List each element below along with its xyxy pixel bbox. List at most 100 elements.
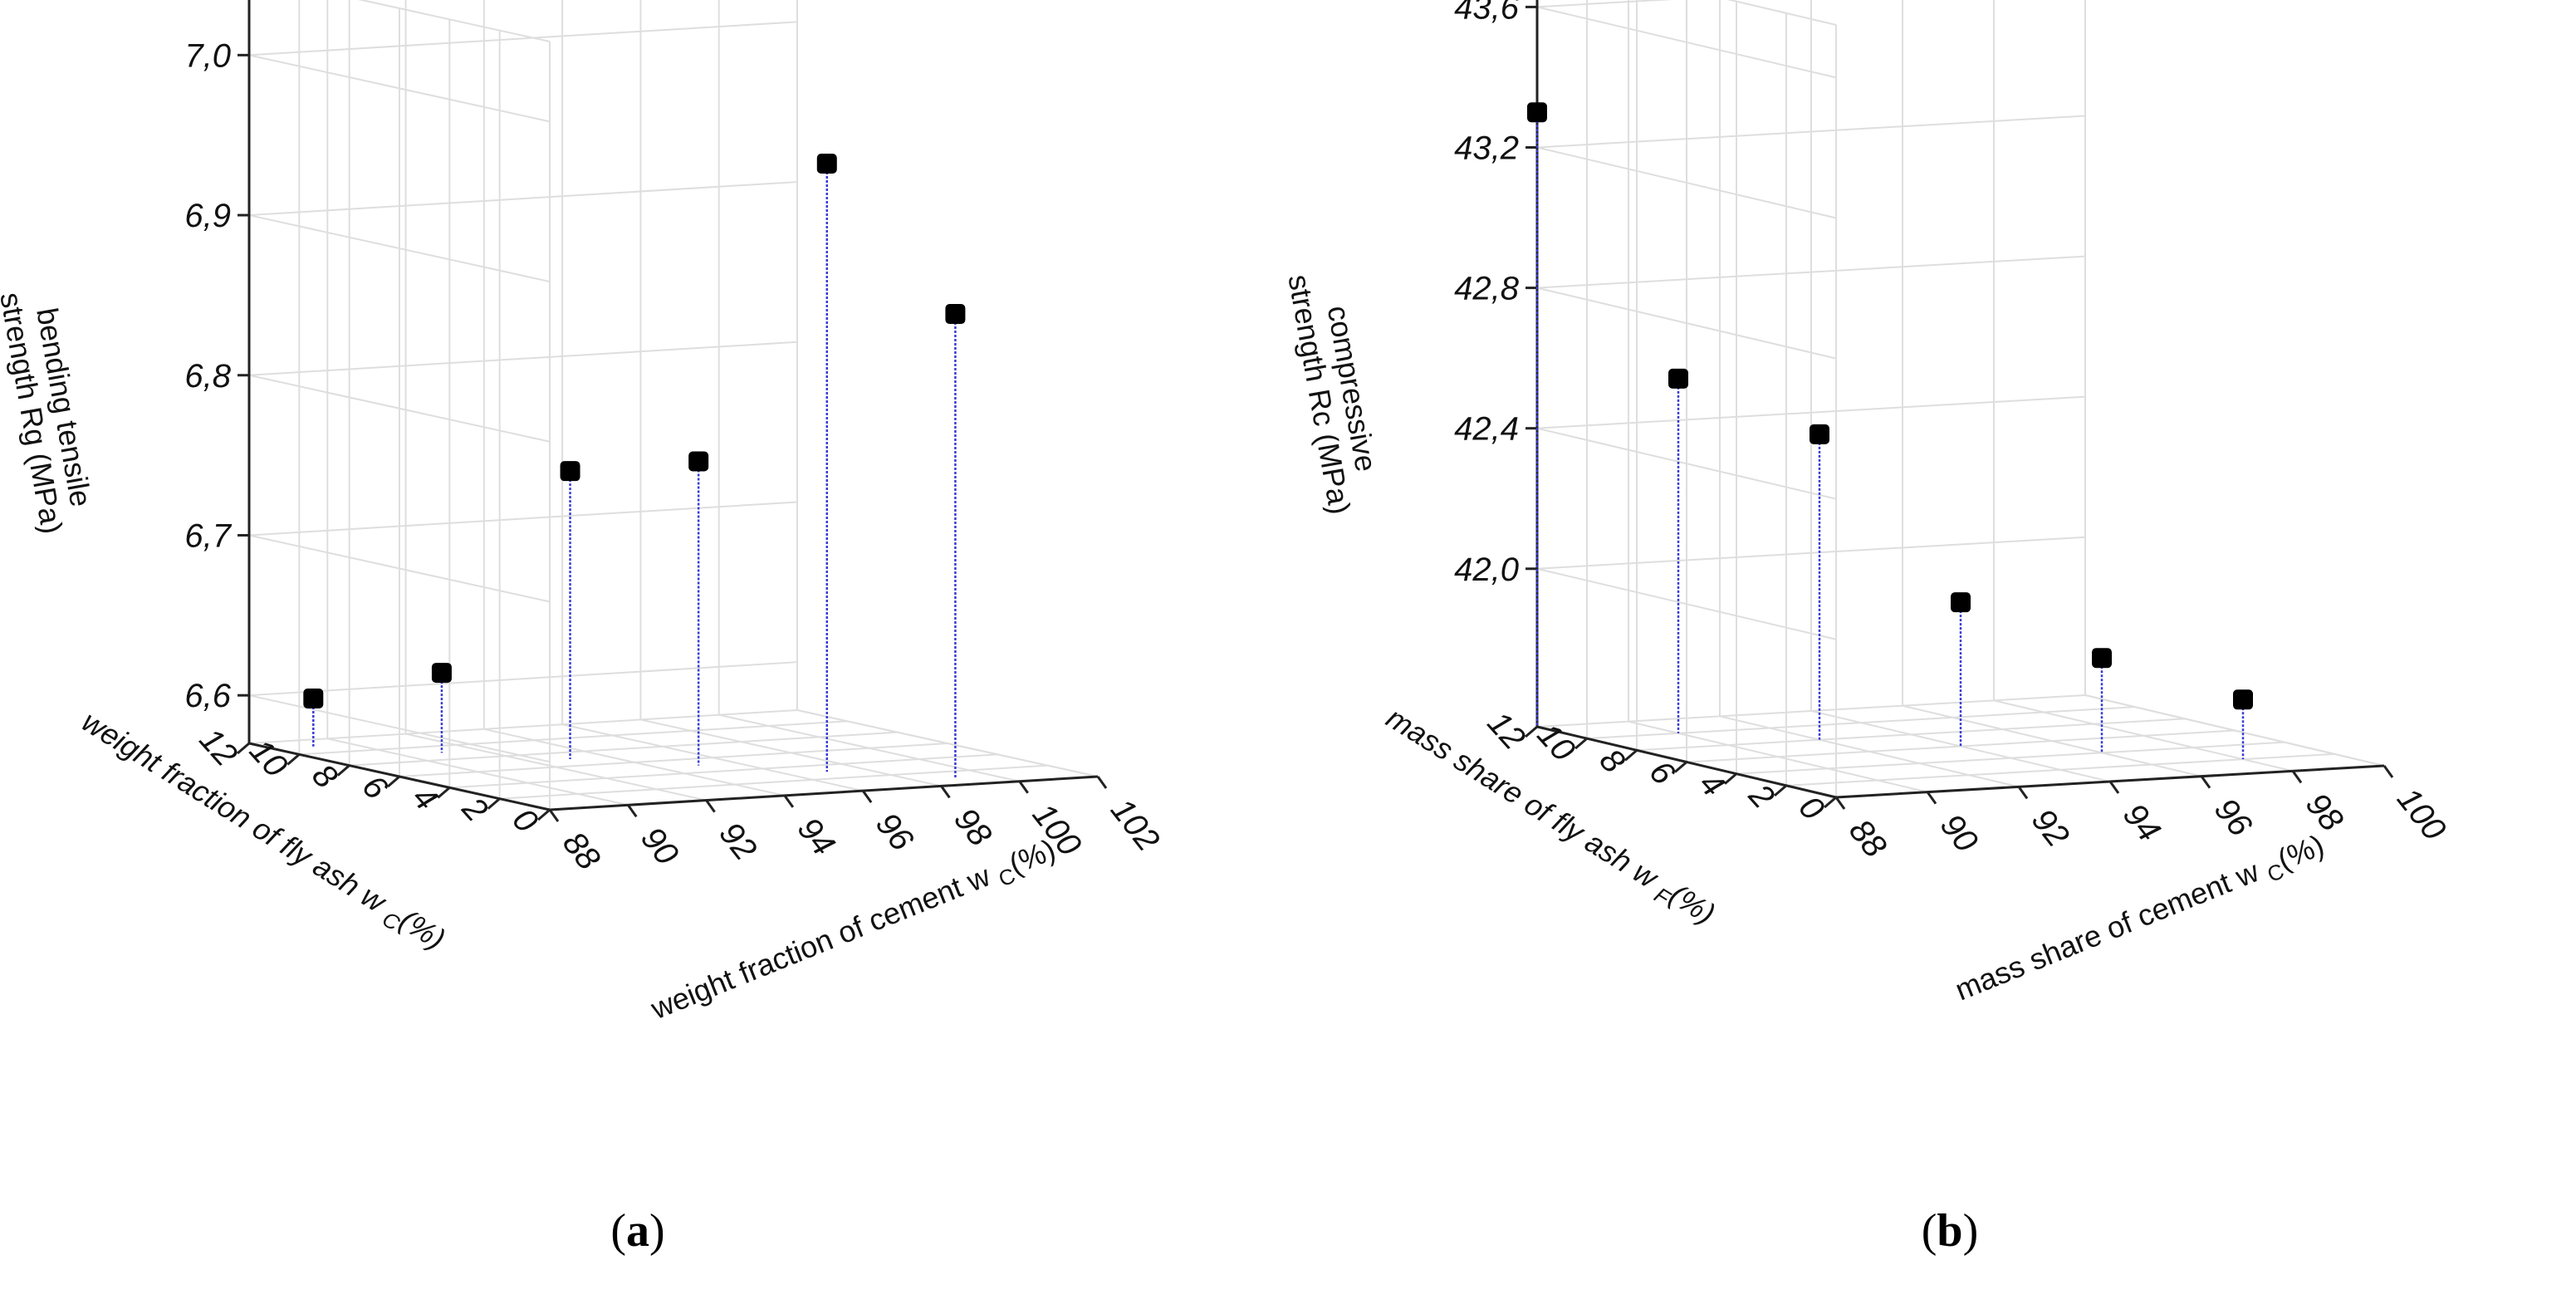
chart-b-gridline-y-3	[1686, 0, 2236, 763]
chart-a-data-point-1	[431, 663, 452, 684]
chart-b-x-tick-label-3: 94	[2116, 797, 2167, 848]
chart-a-data-point-5	[945, 304, 966, 325]
chart-b-x-axis-title-main: mass share of cement w	[1950, 850, 2270, 1007]
chart-b-gridline-x-4	[1902, 0, 2202, 777]
chart-a-data-point-4	[816, 153, 837, 174]
chart-b-y-tick-5	[1574, 738, 1588, 750]
chart-a-x-tick-label-3: 94	[791, 811, 842, 862]
chart-a-x-axis-title: weight fraction of cement w C(%)	[645, 832, 1062, 1031]
chart-a-z-tick-label-2: 6,8	[184, 358, 231, 395]
chart-a-x-tick-3	[783, 794, 795, 808]
chart-a-y-tick-6	[237, 742, 250, 755]
chart-a-x-tick-1	[627, 804, 638, 818]
chart-b-gridline-x-5	[1993, 0, 2294, 772]
chart-a-x-tick-0	[548, 809, 560, 822]
chart-b-gridline-x-2	[1719, 0, 2020, 788]
chart-a-x-tick-label-5: 98	[947, 801, 999, 854]
chart-b-z-tick-label-1: 42,4	[1454, 411, 1519, 448]
chart-a-z-tick-label-1: 6,7	[184, 517, 232, 554]
chart-a-y-tick-label-6: 12	[193, 722, 244, 774]
chart-b-x-tick-3	[2108, 781, 2120, 794]
chart-panel-b: 88 90 92 94 96 98 100 0 2 4 6 8 10 12 42,0 42,4 42,8 43,2…	[1281, 0, 2576, 1299]
chart-b-x-axis-title: mass share of cement w C(%)	[1950, 827, 2330, 1011]
chart-panel-a: 88 90 92 94 96 98 100 102 0 2 4 6 8 10 12 6,6 6,7 6,8 6,9 7…	[0, 0, 1167, 1257]
chart-a-x-tick-label-2: 92	[712, 816, 763, 867]
chart-b-x-tick-6	[2383, 765, 2394, 778]
chart-b-y-tick-6	[1525, 725, 1538, 738]
chart-a-gridline-y-2	[448, 19, 998, 789]
chart-a-gridline-z-2	[248, 341, 798, 443]
chart-a-z-tick-label-0: 6,6	[184, 678, 231, 714]
chart-a-x-tick-7	[1096, 776, 1108, 789]
chart-a-x-tick-label-0: 88	[556, 825, 608, 877]
chart-b-svg: 88 90 92 94 96 98 10002468101242,042,442,843,2…	[1281, 0, 2453, 1007]
chart-a-x-tick-label-1: 90	[634, 821, 685, 872]
chart-a-y-tick-3	[387, 775, 400, 788]
chart-a-plot-group: 88 90 92 94 96 98 100 1020246810126,66,76,86,97…	[0, 0, 1167, 1031]
chart-b-z-axis-title: compressivestrength Rc (MPa)	[1281, 266, 1389, 517]
chart-b-data-point-5	[2233, 689, 2253, 710]
chart-b-z-tick-label-3: 43,2	[1454, 130, 1519, 167]
chart-a-y-axis-title-unit: (%)	[394, 903, 451, 956]
chart-a-gridline-x-3	[482, 0, 786, 797]
chart-b-z-tick-label-2: 42,8	[1454, 271, 1520, 307]
chart-b-gridline-y-0	[1835, 25, 2385, 799]
chart-b-z-tick-label-0: 42,0	[1454, 551, 1519, 588]
chart-a-x-tick-label-4: 96	[869, 806, 921, 859]
chart-a-gridline-y-3	[399, 8, 948, 778]
chart-a-y-tick-4	[336, 764, 350, 777]
chart-b-y-tick-2	[1724, 772, 1737, 785]
chart-b-data-point-4	[2092, 648, 2112, 669]
chart-b-y-tick-3	[1674, 761, 1687, 773]
chart-a-gridline-z-1	[248, 501, 798, 603]
chart-b-top-edge	[1726, 0, 1837, 26]
chart-b-y-tick-label-6: 12	[1481, 705, 1532, 757]
chart-b-x-tick-4	[2200, 775, 2211, 789]
chart-a-data-point-3	[688, 451, 709, 472]
chart-a-data-point-0	[303, 688, 324, 708]
chart-b-right-edge	[2084, 0, 2385, 767]
chart-a-x-axis-line	[549, 775, 1099, 811]
chart-b-data-point-2	[1810, 424, 1829, 444]
chart-a-x-tick-2	[705, 799, 716, 813]
chart-b-x-tick-2	[2017, 786, 2029, 800]
chart-a-gridline-y-6	[248, 0, 798, 745]
chart-a-data-point-2	[560, 461, 580, 482]
chart-a-x-tick-label-7: 102	[1104, 792, 1167, 858]
chart-a-gridline-y-1	[498, 30, 1048, 800]
chart-b-x-tick-5	[2291, 770, 2303, 784]
panel-a-caption: (a)	[610, 1205, 665, 1257]
chart-a-y-tick-2	[437, 787, 451, 799]
chart-b-z-tick-label-4: 43,6	[1454, 0, 1520, 26]
chart-b-y-tick-0	[1824, 796, 1837, 809]
chart-a-z-axis-title: bending tensilestrength Rg (MPa)	[0, 284, 102, 537]
chart-a-x-tick-6	[1018, 780, 1029, 794]
chart-a-gridline-x-4	[561, 0, 864, 792]
chart-a-gridline-y-5	[298, 0, 848, 756]
panel-b-caption: (b)	[1921, 1205, 1979, 1257]
chart-b-data-point-0	[1527, 102, 1547, 123]
chart-b-plot-group: 88 90 92 94 96 98 10002468101242,042,442,843,2…	[1281, 0, 2453, 1011]
chart-b-y-tick-4	[1624, 749, 1638, 762]
chart-a-gridline-x-7	[796, 0, 1099, 777]
chart-a-x-tick-4	[861, 790, 873, 804]
chart-b-gridline-y-2	[1736, 1, 2285, 775]
chart-b-y-axis-title-unit: (%)	[1663, 877, 1721, 930]
chart-a-y-tick-5	[286, 753, 301, 766]
chart-b-x-tick-1	[1926, 791, 1937, 805]
chart-a-z-tick-label-4: 7,0	[184, 37, 231, 74]
chart-b-x-tick-label-6: 100	[2390, 781, 2453, 847]
chart-a-y-tick-0	[537, 808, 551, 821]
chart-a-gridline-z-3	[248, 181, 798, 283]
chart-b-x-tick-label-4: 96	[2207, 792, 2260, 844]
chart-a-top-edge	[358, 0, 551, 42]
chart-a-gridline-y-4	[348, 0, 898, 767]
chart-a-z-tick-label-3: 6,9	[184, 198, 231, 234]
chart-a-y-tick-1	[487, 797, 501, 810]
chart-b-x-tick-0	[1834, 797, 1846, 810]
chart-b-gridline-x-1	[1628, 0, 1928, 793]
chart-b-x-tick-label-1: 90	[1933, 807, 1985, 859]
chart-a-gridline-z-4	[248, 21, 798, 123]
chart-b-y-tick-1	[1774, 784, 1787, 797]
chart-a-gridline-z-0	[248, 661, 798, 763]
